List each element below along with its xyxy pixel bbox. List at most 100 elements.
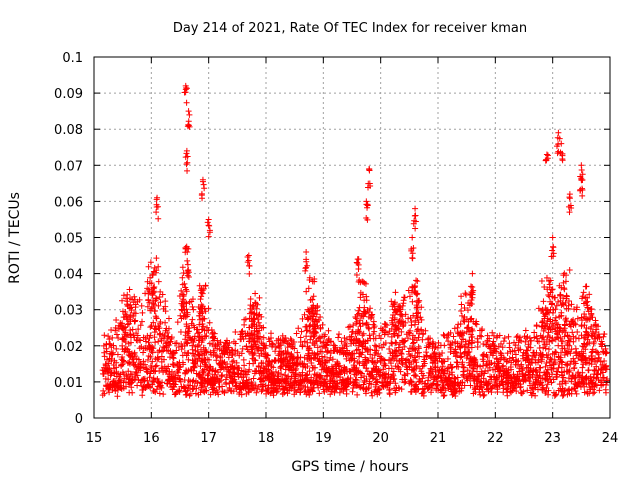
data-point	[196, 282, 203, 289]
data-point	[244, 380, 251, 387]
data-point	[470, 287, 477, 294]
data-point	[409, 332, 416, 339]
data-point	[492, 366, 499, 373]
data-point	[578, 162, 585, 169]
data-point	[166, 380, 173, 387]
data-point	[123, 372, 130, 379]
data-point	[588, 332, 595, 339]
data-point	[532, 392, 539, 399]
data-point	[138, 377, 145, 384]
data-point	[125, 351, 132, 358]
data-point	[330, 367, 337, 374]
data-point	[566, 191, 573, 198]
data-point	[415, 385, 422, 392]
data-point	[147, 259, 154, 266]
data-point	[588, 323, 595, 330]
data-point	[574, 329, 581, 336]
data-point	[203, 363, 210, 370]
data-point	[156, 390, 163, 397]
data-point	[355, 307, 362, 314]
data-point	[351, 371, 358, 378]
data-point	[119, 342, 126, 349]
data-point	[555, 298, 562, 305]
data-point	[458, 307, 465, 314]
data-point	[185, 325, 192, 332]
data-point	[325, 327, 332, 334]
data-point	[568, 378, 575, 385]
data-point	[310, 384, 317, 391]
data-point	[360, 330, 367, 337]
data-point	[467, 372, 474, 379]
data-point	[317, 325, 324, 332]
data-point	[544, 315, 551, 322]
data-point	[380, 366, 387, 373]
data-point	[483, 341, 490, 348]
data-point	[495, 343, 502, 350]
data-point	[484, 338, 491, 345]
data-point	[113, 331, 120, 338]
data-point	[408, 345, 415, 352]
data-point	[474, 335, 481, 342]
data-point	[367, 305, 374, 312]
data-point	[130, 313, 137, 320]
data-point	[140, 358, 147, 365]
data-point	[102, 361, 109, 368]
data-point	[224, 364, 231, 371]
data-point	[412, 205, 419, 212]
data-point	[334, 370, 341, 377]
data-point	[410, 339, 417, 346]
data-point	[194, 330, 201, 337]
data-point	[180, 313, 187, 320]
data-point	[198, 357, 205, 364]
data-point	[404, 335, 411, 342]
data-point	[119, 336, 126, 343]
data-point	[117, 371, 124, 378]
data-point	[304, 384, 311, 391]
data-point	[382, 323, 389, 330]
data-point	[144, 303, 151, 310]
data-point	[203, 387, 210, 394]
data-point	[493, 374, 500, 381]
data-point	[561, 387, 568, 394]
data-point	[198, 339, 205, 346]
data-point	[154, 376, 161, 383]
x-tick-label: 22	[487, 431, 504, 446]
data-point	[441, 392, 448, 399]
data-point	[392, 323, 399, 330]
data-point	[579, 380, 586, 387]
data-point	[540, 298, 547, 305]
data-point	[215, 391, 222, 398]
data-point	[591, 389, 598, 396]
data-point	[424, 380, 431, 387]
data-point	[565, 297, 572, 304]
data-point	[252, 300, 259, 307]
data-point	[147, 362, 154, 369]
data-point	[200, 368, 207, 375]
data-point	[251, 338, 258, 345]
data-point	[461, 318, 468, 325]
data-point	[440, 358, 447, 365]
data-point	[400, 300, 407, 307]
data-point	[145, 263, 152, 270]
data-point	[358, 374, 365, 381]
data-point	[339, 344, 346, 351]
data-point	[109, 387, 116, 394]
data-point	[391, 350, 398, 357]
data-point	[323, 357, 330, 364]
data-point	[513, 358, 520, 365]
data-point	[238, 391, 245, 398]
data-point	[468, 291, 475, 298]
data-point	[585, 367, 592, 374]
data-point	[199, 287, 206, 294]
data-point	[512, 351, 519, 358]
data-point	[253, 323, 260, 330]
data-point	[331, 389, 338, 396]
data-point	[552, 328, 559, 335]
data-point	[198, 285, 205, 292]
data-point	[233, 359, 240, 366]
data-point	[205, 371, 212, 378]
data-point	[603, 366, 610, 373]
data-point	[130, 361, 137, 368]
data-point	[246, 263, 253, 270]
data-point	[486, 357, 493, 364]
